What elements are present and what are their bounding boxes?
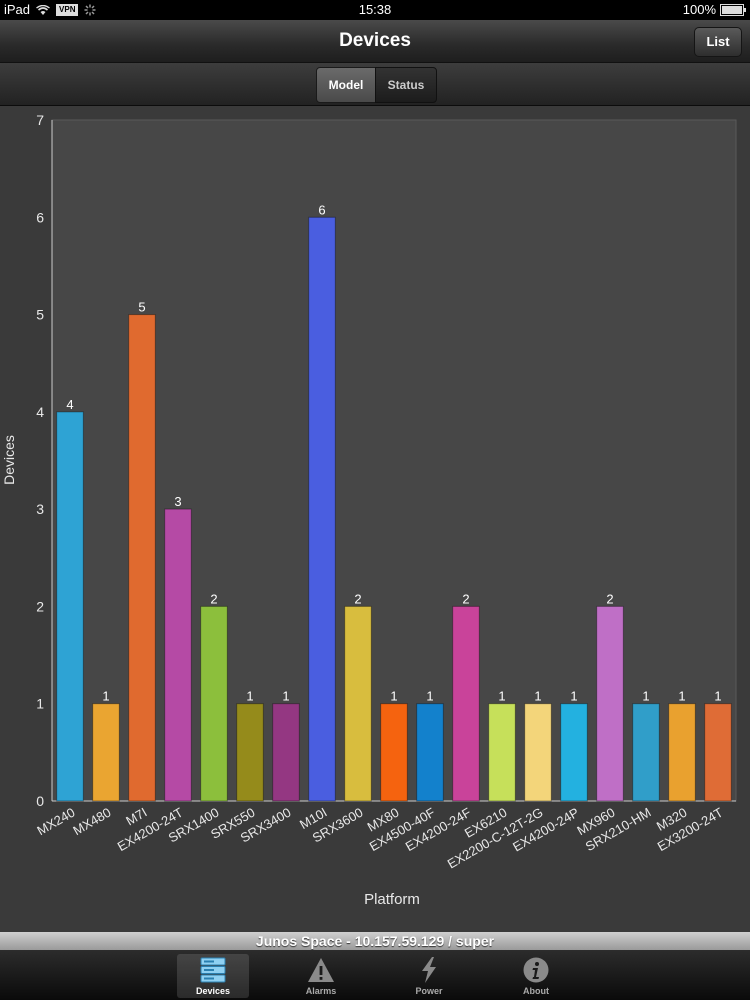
- tab-label: About: [523, 986, 549, 996]
- lightning-bolt-icon: [422, 957, 436, 983]
- connection-text: Junos Space - 10.157.59.129 / super: [255, 933, 495, 949]
- bar[interactable]: [164, 508, 192, 802]
- tab-label: Power: [415, 986, 443, 996]
- bar-value-label: 1: [534, 689, 541, 704]
- segment-status[interactable]: Status: [375, 67, 437, 103]
- status-right: 100%: [682, 0, 746, 20]
- segmented-control-bar: Model Status: [0, 63, 750, 106]
- bar[interactable]: [236, 703, 264, 802]
- navigation-bar: Devices List: [0, 20, 750, 63]
- bar-value-label: 1: [642, 689, 649, 704]
- bar-value-labels: 4 1 5 3 2 1 1 6 2 1 1 2 1 1 1 2 1 1 1: [66, 202, 721, 703]
- tab-label: Alarms: [305, 986, 337, 996]
- page-title: Devices: [339, 30, 411, 51]
- bar-value-label: 6: [318, 202, 325, 217]
- device-name: iPad: [4, 2, 31, 17]
- tab-label: Devices: [195, 986, 231, 996]
- bar-value-label: 1: [426, 689, 433, 704]
- bar-value-label: 1: [678, 689, 685, 704]
- bar[interactable]: [128, 314, 156, 802]
- bar[interactable]: [632, 703, 660, 802]
- bar[interactable]: [416, 703, 444, 802]
- bar[interactable]: [488, 703, 516, 802]
- y-tick-labels: 0 1 2 3 4 5 6 7: [36, 112, 44, 809]
- segment-model[interactable]: Model: [316, 67, 376, 103]
- y-tick-label: 6: [36, 209, 44, 225]
- bar[interactable]: [452, 605, 480, 802]
- y-tick-label: 2: [36, 598, 44, 614]
- devices-bar-chart: 0 1 2 3 4 5 6 7 4 1 5 3 2 1 1 6 2 1 1 2 1 1 1 2 1 1 1 MX240 MX480 M…: [0, 106, 750, 932]
- bar[interactable]: [200, 605, 228, 802]
- bar-value-label: 1: [282, 689, 289, 704]
- bar-value-label: 1: [102, 689, 109, 704]
- bar-value-label: 2: [210, 591, 217, 606]
- bar[interactable]: [596, 605, 624, 802]
- bar-value-label: 1: [714, 689, 721, 704]
- wifi-icon: [36, 4, 50, 15]
- tab-alarms[interactable]: Alarms: [285, 954, 357, 998]
- x-tick-label: MX480: [70, 805, 113, 839]
- bar-value-label: 4: [66, 397, 73, 412]
- list-button[interactable]: List: [694, 27, 742, 57]
- bar[interactable]: [524, 703, 552, 802]
- vpn-badge: VPN: [56, 4, 79, 16]
- bar[interactable]: [560, 703, 588, 802]
- bar[interactable]: [380, 703, 408, 802]
- bar-value-label: 2: [606, 591, 613, 606]
- bars: [56, 216, 732, 802]
- y-tick-label: 3: [36, 501, 44, 517]
- y-tick-label: 1: [36, 696, 44, 712]
- bar[interactable]: [272, 703, 300, 802]
- y-tick-label: 5: [36, 307, 44, 323]
- info-icon: [523, 957, 549, 983]
- y-tick-label: 0: [36, 793, 44, 809]
- bar[interactable]: [668, 703, 696, 802]
- tab-power[interactable]: Power: [393, 954, 465, 998]
- bar[interactable]: [344, 605, 372, 802]
- bar-value-label: 1: [570, 689, 577, 704]
- y-axis-label: Devices: [1, 435, 17, 485]
- y-tick-label: 7: [36, 112, 44, 128]
- bar-value-label: 3: [174, 494, 181, 509]
- status-bar: iPad VPN 15:38 100%: [0, 0, 750, 20]
- y-tick-label: 4: [36, 404, 44, 420]
- bar[interactable]: [704, 703, 732, 802]
- server-rack-icon: [200, 957, 226, 983]
- tab-about[interactable]: About: [500, 954, 572, 998]
- battery-percent: 100%: [682, 2, 716, 17]
- activity-spinner-icon: [84, 4, 96, 16]
- bar[interactable]: [308, 216, 336, 802]
- bar-value-label: 1: [390, 689, 397, 704]
- warning-triangle-icon: [308, 958, 334, 982]
- bar[interactable]: [92, 703, 120, 802]
- x-axis-label: Platform: [364, 891, 420, 908]
- battery-icon: [720, 4, 746, 16]
- x-tick-label: MX240: [34, 805, 77, 839]
- tab-bar: Devices Alarms Power About: [0, 950, 750, 1000]
- bar-value-label: 1: [246, 689, 253, 704]
- bar-value-label: 5: [138, 300, 145, 315]
- connection-info-bar: Junos Space - 10.157.59.129 / super: [0, 932, 750, 950]
- bar[interactable]: [56, 411, 84, 802]
- bar-value-label: 2: [354, 591, 361, 606]
- clock: 15:38: [358, 2, 392, 17]
- tab-devices[interactable]: Devices: [177, 954, 249, 998]
- bar-value-label: 2: [462, 591, 469, 606]
- status-left: iPad VPN: [4, 0, 96, 20]
- bar-value-label: 1: [498, 689, 505, 704]
